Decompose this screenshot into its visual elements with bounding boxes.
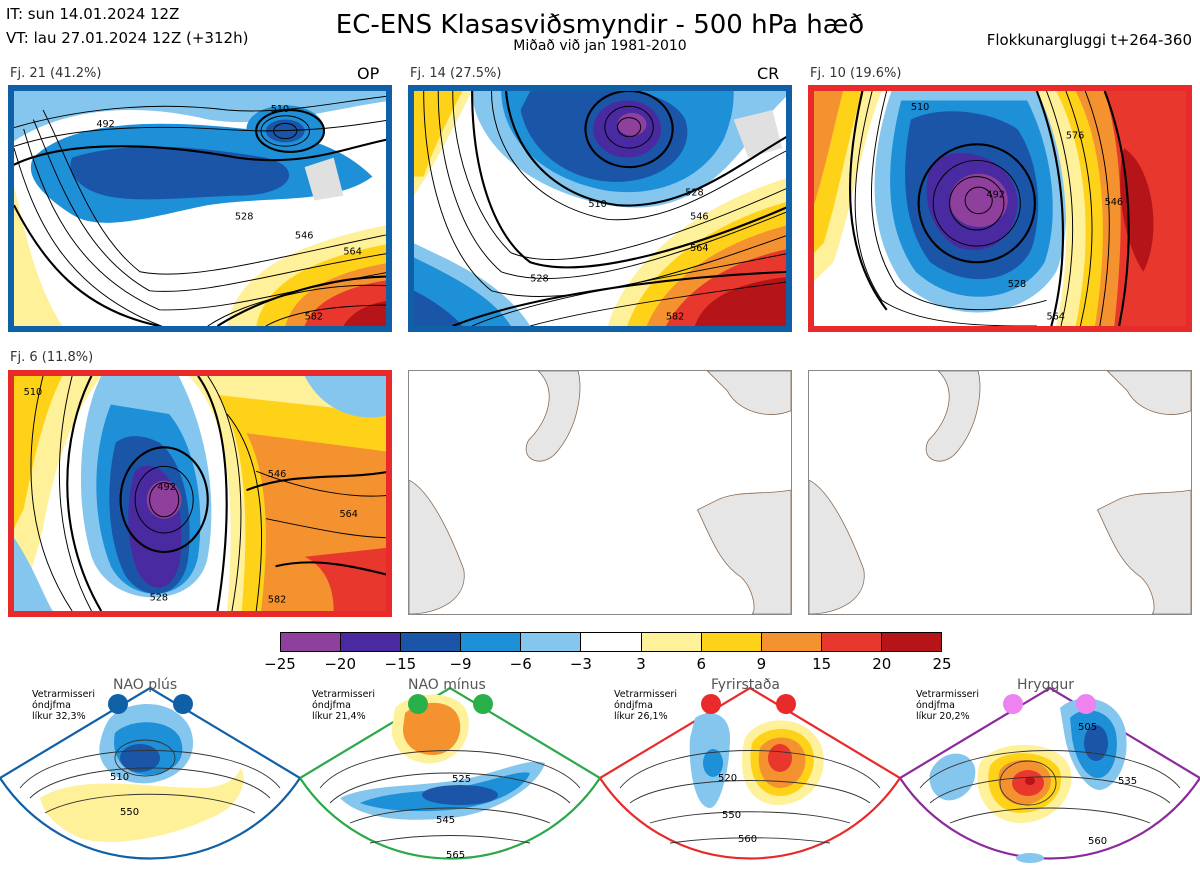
cluster-2-tag: CR xyxy=(757,64,780,83)
colorbar-swatch xyxy=(820,633,881,651)
regime-blocking-name: Fyrirstaða xyxy=(711,677,780,693)
colorbar-tick-label: 3 xyxy=(636,655,646,673)
regime-blocking: 520 550 560 Fyrirstaða Vetrarmisseri ónd… xyxy=(600,677,900,871)
cluster-1-contour-label: 528 xyxy=(235,212,253,223)
colorbar-tick-label: 6 xyxy=(696,655,707,673)
colorbar-tick-label: −25 xyxy=(264,655,296,673)
regime-nao-minus-contour-label: 525 xyxy=(452,774,471,785)
cluster-3-contour-label: 528 xyxy=(1008,279,1026,290)
cluster-2-contour-label: 528 xyxy=(530,273,548,284)
colorbar-tick-label: −9 xyxy=(449,655,472,673)
regime-blocking-contour-label: 560 xyxy=(738,834,757,845)
cluster-3-contour-label: 564 xyxy=(1047,311,1065,322)
cluster-4-contour-label: 528 xyxy=(150,593,168,604)
cluster-4-map: 510 492 528 546 564 582 xyxy=(8,370,392,617)
regime-ridge-contour-label: 535 xyxy=(1118,776,1137,787)
regime-nao-minus-contour-label: 545 xyxy=(436,815,455,826)
regime-nao-minus-info: Vetrarmisseri óndjfma líkur 21,4% xyxy=(312,689,375,722)
cluster-1-map: 492 510 528 546 564 582 xyxy=(8,85,392,332)
regime-blocking-info: Vetrarmisseri óndjfma líkur 26,1% xyxy=(614,689,677,722)
cluster-1-contour-label: 582 xyxy=(305,311,323,322)
colorbar-tick-label: 20 xyxy=(872,655,892,673)
regime-nao-plus-dot xyxy=(173,694,193,714)
regime-nao-minus: 525 545 565 NAO mínus Vetrarmisseri óndj… xyxy=(300,677,600,871)
cluster-3-contour-label: 510 xyxy=(911,102,929,113)
regime-ridge-contour-label: 505 xyxy=(1078,722,1097,733)
colorbar-swatch xyxy=(400,633,461,651)
cluster-1-contour-label: 510 xyxy=(271,104,289,115)
cluster-1-label: Fj. 21 (41.2%) xyxy=(10,66,102,81)
cluster-4-contour-label: 492 xyxy=(157,482,175,493)
cluster-4-contour-label: 582 xyxy=(268,595,286,606)
cluster-2-contour-label: 582 xyxy=(666,311,684,322)
colorbar-swatch xyxy=(700,633,761,651)
regime-nao-minus-dot xyxy=(473,694,493,714)
cluster-3-contour-label: 546 xyxy=(1105,197,1123,208)
regime-nao-plus-info: Vetrarmisseri óndjfma líkur 32,3% xyxy=(32,689,95,722)
cluster-3-map: 510 492 528 546 564 576 xyxy=(808,85,1192,332)
cluster-4-label: Fj. 6 (11.8%) xyxy=(10,350,94,365)
regime-ridge: 505 535 560 Hryggur Vetrarmisseri óndjfm… xyxy=(900,677,1200,871)
colorbar-tick-label: 15 xyxy=(812,655,832,673)
clustering-window: Flokkunargluggi t+264-360 xyxy=(986,31,1192,49)
cluster-1-contour-label: 546 xyxy=(295,231,313,242)
colorbar-swatch xyxy=(880,633,942,651)
cluster-2-map: 528 510 528 546 564 582 xyxy=(408,85,792,332)
regime-blocking-dot xyxy=(701,694,721,714)
regime-ridge-contour-label: 560 xyxy=(1088,836,1107,847)
regime-ridge-dot xyxy=(1003,694,1023,714)
regime-blocking-contour-label: 550 xyxy=(722,810,741,821)
cluster-3-label: Fj. 10 (19.6%) xyxy=(810,66,902,81)
regime-ridge-dot xyxy=(1076,694,1096,714)
regime-blocking-dot xyxy=(776,694,796,714)
valid-time: VT: lau 27.01.2024 12Z (+312h) xyxy=(6,29,249,47)
regime-nao-minus-name: NAO mínus xyxy=(408,677,486,693)
regime-ridge-name: Hryggur xyxy=(1017,677,1074,693)
page-subtitle: Miðað við jan 1981-2010 xyxy=(513,38,687,54)
cluster-3-contour-label: 576 xyxy=(1066,131,1084,142)
empty-map-1 xyxy=(408,370,792,615)
cluster-4-contour-label: 510 xyxy=(24,387,42,398)
cluster-1-tag: OP xyxy=(357,64,380,83)
regime-nao-plus-dot xyxy=(108,694,128,714)
issue-time: IT: sun 14.01.2024 12Z xyxy=(6,5,180,23)
cluster-2-label: Fj. 14 (27.5%) xyxy=(410,66,502,81)
colorbar-tick-label: −6 xyxy=(509,655,532,673)
regime-nao-plus-name: NAO plús xyxy=(113,677,178,693)
colorbar-swatch xyxy=(281,633,341,651)
regime-nao-plus-contour-label: 550 xyxy=(120,807,139,818)
cluster-2-contour-label: 564 xyxy=(690,243,708,254)
regime-nao-minus-contour-label: 565 xyxy=(446,850,465,861)
cluster-4-contour-label: 564 xyxy=(339,509,357,520)
colorbar-swatch xyxy=(520,633,581,651)
colorbar-swatch xyxy=(640,633,701,651)
colorbar-tick-label: −3 xyxy=(569,655,592,673)
regime-nao-minus-dot xyxy=(408,694,428,714)
regime-ridge-info: Vetrarmisseri óndjfma líkur 20,2% xyxy=(916,689,979,722)
empty-map-2 xyxy=(808,370,1192,615)
cluster-4-contour-label: 546 xyxy=(268,469,286,480)
regime-blocking-contour-label: 520 xyxy=(718,773,737,784)
cluster-2-contour-label: 510 xyxy=(588,199,606,210)
colorbar-swatch xyxy=(460,633,521,651)
cluster-2-contour-label: 546 xyxy=(690,212,708,223)
regime-nao-plus: 510 550 NAO plús Vetrarmisseri óndjfma l… xyxy=(0,677,300,871)
regime-nao-plus-contour-label: 510 xyxy=(110,772,129,783)
colorbar-tick-label: −15 xyxy=(384,655,417,673)
colorbar-tick-label: −20 xyxy=(324,655,356,673)
colorbar-swatch xyxy=(760,633,821,651)
cluster-3-contour-label: 492 xyxy=(986,190,1004,201)
cluster-1-contour-label: 564 xyxy=(343,247,361,258)
cluster-1-contour-label: 492 xyxy=(96,119,114,130)
colorbar-tick-label: 9 xyxy=(756,655,767,673)
colorbar-swatch xyxy=(340,633,401,651)
colorbar-swatch xyxy=(580,633,641,651)
cluster-2-contour-label: 528 xyxy=(685,188,703,199)
anomaly-colorbar xyxy=(280,632,942,652)
page-title: EC-ENS Klasasviðsmyndir - 500 hPa hæð xyxy=(335,10,865,40)
colorbar-tick-label: 25 xyxy=(932,655,952,673)
